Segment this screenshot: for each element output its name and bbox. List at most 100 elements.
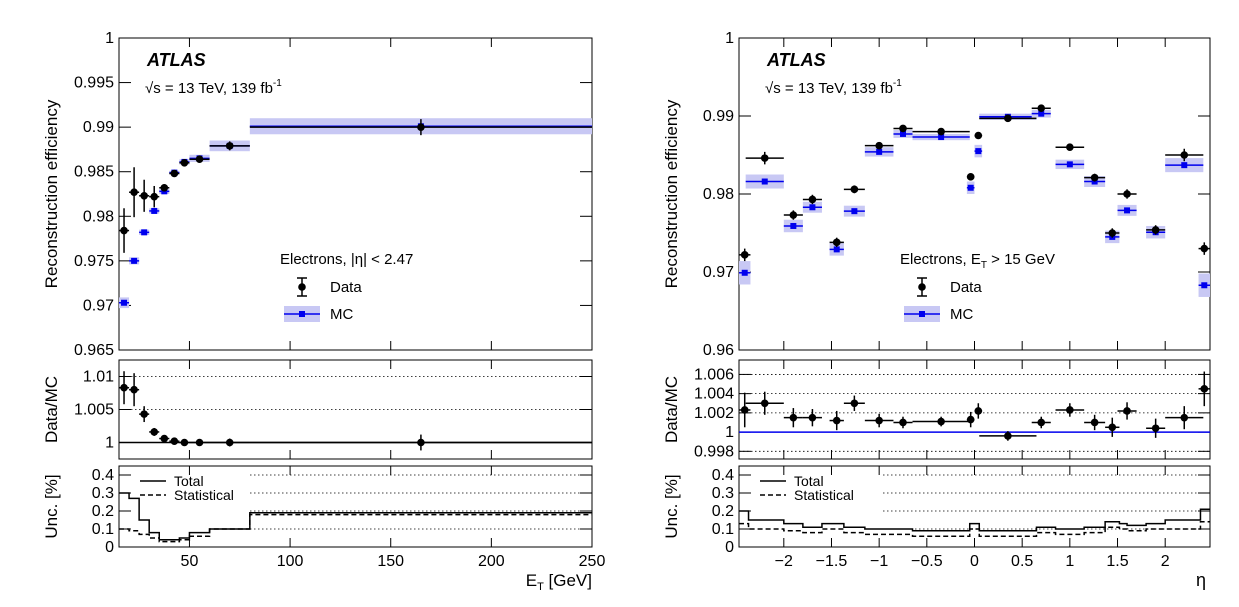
- energy-lumi-label: √s = 13 TeV, 139 fb-1: [145, 78, 282, 97]
- data-point: [760, 154, 769, 162]
- y-tick-label: 0.98: [83, 208, 114, 225]
- ratio-y-axis-label: Data/MC: [42, 376, 61, 443]
- legend-mc-label: MC: [950, 306, 973, 323]
- y-tick-label: 0.99: [703, 108, 734, 125]
- data-point: [789, 211, 798, 219]
- y-tick-label: 1: [725, 30, 734, 47]
- y-tick-label: 0.2: [712, 503, 734, 520]
- y-tick-label: 0.1: [712, 521, 734, 538]
- data-point: [195, 155, 204, 164]
- legend-statistical-label: Statistical: [794, 487, 854, 503]
- y-tick-label: 0: [105, 539, 114, 556]
- mc-point: [967, 184, 974, 191]
- ratio-point: [180, 438, 189, 447]
- selection-label: Electrons, |η| < 2.47: [280, 251, 413, 268]
- total-uncertainty-line: [739, 508, 1210, 532]
- y-tick-label: 0.2: [92, 503, 114, 520]
- data-point: [225, 142, 234, 150]
- data-point: [1151, 226, 1160, 234]
- mc-point: [851, 208, 858, 215]
- y-tick-label: 0.998: [694, 443, 734, 460]
- ratio-point: [1004, 432, 1012, 440]
- mc-point: [761, 178, 768, 185]
- ratio-point: [966, 415, 975, 424]
- data-point: [1180, 151, 1189, 159]
- x-axis-label-subscript: T: [537, 581, 544, 593]
- legend: Data MC: [284, 277, 362, 323]
- ratio-point: [937, 417, 945, 426]
- y-tick-label: 0.985: [74, 164, 114, 181]
- legend-total-label: Total: [794, 473, 824, 489]
- y-tick-label: 0.97: [703, 264, 734, 281]
- mc-point: [833, 246, 840, 253]
- y-tick-label: 0.97: [83, 297, 114, 314]
- x-axis-label-main: E: [526, 571, 537, 590]
- x-tick-label: 150: [377, 553, 404, 570]
- efficiency-panel: 0.96 0.97 0.98 0.99 1 Reconstruction efficien…: [662, 30, 1211, 359]
- x-tick-label: 2: [1161, 553, 1170, 570]
- mc-point: [151, 207, 158, 214]
- ratio-point: [1151, 424, 1160, 433]
- ratio-point: [875, 416, 883, 425]
- chart-1: 0.965 0.97 0.975 0.98 0.985 0.99 0.995 1 Reconst…: [42, 30, 605, 593]
- data-point: [808, 195, 817, 204]
- data-point: [160, 183, 169, 192]
- data-point: [170, 169, 179, 178]
- legend-statistical-label: Statistical: [174, 487, 234, 503]
- data-point: [966, 173, 975, 181]
- mc-point: [938, 134, 945, 141]
- energy-lumi-label: √s = 13 TeV, 139 fb-1: [765, 78, 902, 97]
- ratio-point: [1180, 413, 1189, 422]
- ratio-point: [120, 383, 128, 392]
- data-point: [875, 141, 883, 150]
- ratio-point: [1200, 385, 1209, 393]
- mc-point: [790, 222, 797, 229]
- y-tick-label: 1: [725, 424, 734, 441]
- ratio-point: [808, 413, 817, 422]
- x-axis-label: η: [1196, 570, 1206, 590]
- selection-label: Electrons, ET > 15 GeV: [900, 251, 1055, 271]
- ratio-point: [195, 438, 204, 447]
- legend-mc-marker: [919, 311, 925, 317]
- ratio-point: [140, 410, 148, 418]
- y-tick-label: 0.995: [74, 75, 114, 92]
- y-tick-label: 0.98: [703, 186, 734, 203]
- ratio-point: [225, 438, 234, 447]
- data-point: [120, 226, 128, 235]
- x-tick-label: 50: [181, 553, 199, 570]
- mc-point: [741, 269, 748, 276]
- ratio-y-axis-label: Data/MC: [662, 376, 681, 443]
- mc-point: [1066, 161, 1073, 168]
- uncertainty-y-axis-label: Unc. [%]: [42, 474, 61, 538]
- data-point: [130, 188, 138, 197]
- selection-text: Electrons, |η| < 2.47: [280, 251, 413, 268]
- x-tick-label: −1: [870, 553, 888, 570]
- x-tick-label: 100: [277, 553, 304, 570]
- mc-point: [1201, 282, 1208, 289]
- y-tick-label: 1.01: [83, 369, 114, 386]
- data-point: [150, 192, 159, 201]
- ratio-point: [850, 399, 859, 408]
- ratio-point: [130, 385, 138, 394]
- data-point: [832, 238, 841, 247]
- data-point: [1004, 114, 1012, 123]
- x-tick-label: −1.5: [816, 553, 848, 570]
- ratio-point: [974, 407, 983, 415]
- x-axis-label: ET [GeV]: [526, 571, 592, 593]
- uncertainty-frame: [118, 465, 593, 548]
- data-point: [1200, 244, 1209, 253]
- x-axis-label-unit: [GeV]: [544, 571, 592, 590]
- data-point: [1066, 143, 1074, 151]
- legend-data-label: Data: [330, 279, 362, 296]
- x-tick-label: −0.5: [911, 553, 943, 570]
- data-point: [974, 131, 983, 140]
- x-tick-label: 1: [1065, 553, 1074, 570]
- efficiency-y-axis-label: Reconstruction efficiency: [42, 99, 61, 288]
- total-uncertainty-line: [119, 492, 592, 541]
- ratio-point: [1066, 406, 1074, 414]
- y-tick-label: 0.1: [92, 521, 114, 538]
- ratio-point: [1108, 423, 1117, 432]
- y-tick-label: 0.965: [74, 342, 114, 359]
